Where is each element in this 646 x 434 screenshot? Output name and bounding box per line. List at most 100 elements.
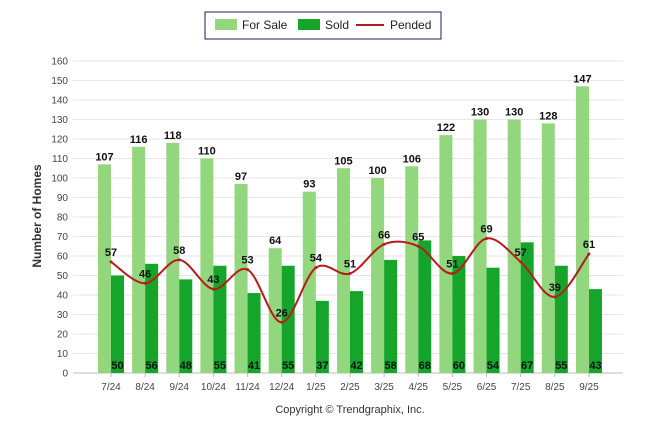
pended-data-label: 54 xyxy=(310,253,323,265)
sold-data-label: 37 xyxy=(316,360,328,372)
bar-for-sale xyxy=(439,135,453,373)
bar-sold xyxy=(349,291,363,373)
pended-data-label: 66 xyxy=(378,229,390,241)
legend-label-pended: Pended xyxy=(390,18,431,32)
legend-box xyxy=(204,11,442,40)
sold-data-label: 55 xyxy=(214,360,226,372)
x-tick-label: 11/24 xyxy=(235,382,260,393)
pended-point xyxy=(450,272,454,276)
legend-swatch-for-sale xyxy=(215,19,237,30)
sold-data-label: 56 xyxy=(146,360,158,372)
legend-label-sold: Sold xyxy=(325,18,349,32)
bar-for-sale xyxy=(132,146,146,373)
x-tick-label: 6/25 xyxy=(477,382,497,393)
bar-for-sale xyxy=(473,119,487,373)
bar-sold xyxy=(281,265,295,373)
pended-data-label: 69 xyxy=(480,223,492,235)
y-tick-label: 150 xyxy=(51,76,68,87)
for-sale-data-label: 97 xyxy=(235,171,247,183)
bar-sold xyxy=(520,242,534,373)
pended-data-label: 26 xyxy=(276,307,288,319)
pended-data-label: 46 xyxy=(139,268,151,280)
y-tick-label: 100 xyxy=(51,174,68,185)
sold-data-label: 67 xyxy=(521,360,533,372)
y-tick-label: 90 xyxy=(57,193,69,204)
y-tick-label: 40 xyxy=(57,291,69,302)
pended-point xyxy=(211,287,215,291)
x-tick-label: 2/25 xyxy=(340,382,360,393)
y-axis-title: Number of Homes xyxy=(30,164,44,268)
y-tick-label: 10 xyxy=(57,349,69,360)
for-sale-data-label: 93 xyxy=(303,179,315,191)
pended-point xyxy=(519,260,523,264)
bar-sold xyxy=(145,263,159,373)
for-sale-data-label: 100 xyxy=(368,165,386,177)
bar-sold xyxy=(418,240,432,373)
pended-data-label: 43 xyxy=(207,274,219,286)
pended-data-label: 53 xyxy=(241,255,253,267)
pended-point xyxy=(587,252,591,256)
bar-for-sale xyxy=(541,123,555,374)
bars xyxy=(98,86,602,374)
y-tick-label: 70 xyxy=(57,232,69,243)
bar-sold xyxy=(247,293,261,373)
bar-sold xyxy=(554,265,568,373)
pended-point xyxy=(280,320,284,324)
pended-point xyxy=(348,272,352,276)
y-tick-label: 50 xyxy=(57,271,69,282)
x-tick-label: 8/24 xyxy=(135,382,155,393)
x-tick-label: 10/24 xyxy=(201,382,226,393)
pended-data-label: 39 xyxy=(549,282,561,294)
for-sale-data-label: 118 xyxy=(164,130,182,142)
x-tick-label: 1/25 xyxy=(306,382,326,393)
sold-data-label: 43 xyxy=(589,360,601,372)
sold-data-label: 41 xyxy=(248,360,260,372)
legend-swatch-sold xyxy=(298,19,320,30)
bar-sold xyxy=(111,275,124,373)
bar-for-sale xyxy=(302,191,316,373)
x-tick-label: 9/24 xyxy=(170,382,190,393)
y-tick-label: 160 xyxy=(51,57,68,68)
sold-data-label: 54 xyxy=(487,360,500,372)
for-sale-data-label: 64 xyxy=(269,235,282,247)
pended-point xyxy=(553,295,557,299)
pended-point xyxy=(109,260,113,264)
x-tick-label: 4/25 xyxy=(409,382,429,393)
bar-for-sale xyxy=(371,178,385,373)
pended-point xyxy=(246,268,250,272)
y-tick-label: 120 xyxy=(51,135,68,146)
pended-data-label: 57 xyxy=(105,247,117,259)
sold-data-label: 60 xyxy=(453,360,465,372)
data-labels: 107 50 116 56 118 48 110 55 97 41 64 55 93 37 105 42 100… xyxy=(95,73,601,372)
bar-sold xyxy=(179,279,193,373)
x-tick-label: 3/25 xyxy=(374,382,394,393)
x-axis: 7/24 8/24 9/24 10/24 11/24 12/24 1/25 2/25 3/25 4… xyxy=(101,373,599,393)
legend-label-for-sale: For Sale xyxy=(242,18,288,32)
sold-data-label: 42 xyxy=(350,360,362,372)
x-tick-label: 8/25 xyxy=(545,382,565,393)
bar-sold xyxy=(213,265,227,373)
pended-point xyxy=(143,281,147,285)
y-axis: 0 10 20 30 40 50 60 70 80 90 100 110 120 130 140 150 160 xyxy=(51,57,68,380)
y-tick-label: 130 xyxy=(51,115,68,126)
sold-data-label: 55 xyxy=(282,360,294,372)
bar-sold xyxy=(588,289,602,373)
pended-data-label: 57 xyxy=(515,247,527,259)
for-sale-data-label: 130 xyxy=(505,107,523,119)
y-tick-label: 60 xyxy=(57,252,69,263)
pended-data-label: 51 xyxy=(344,259,356,271)
pended-data-label: 58 xyxy=(173,245,185,257)
x-tick-label: 5/25 xyxy=(443,382,463,393)
bar-for-sale xyxy=(98,164,111,373)
x-tick-label: 7/24 xyxy=(101,382,121,393)
for-sale-data-label: 122 xyxy=(437,122,455,134)
y-tick-label: 0 xyxy=(62,369,68,380)
pended-point xyxy=(177,258,181,262)
bar-sold xyxy=(384,259,398,373)
for-sale-data-label: 105 xyxy=(334,155,352,167)
y-tick-label: 30 xyxy=(57,310,69,321)
bar-for-sale xyxy=(166,142,180,373)
pended-point xyxy=(382,242,386,246)
bar-for-sale xyxy=(507,119,521,373)
